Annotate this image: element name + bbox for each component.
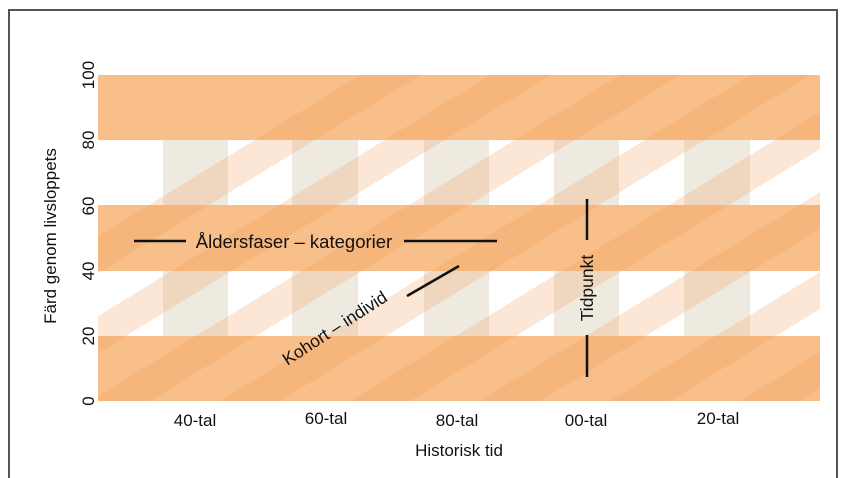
cohort-stripe <box>610 271 820 401</box>
cohort-stripe <box>220 75 811 401</box>
x-tick-label: 80-tal <box>436 411 479 430</box>
x-tick-label: 20-tal <box>697 409 740 428</box>
age-phase-bands <box>98 75 820 401</box>
figure-frame <box>8 9 838 478</box>
x-axis: 40-tal 60-tal 80-tal 00-tal 20-tal Histo… <box>174 409 740 460</box>
y-tick-label: 40 <box>79 262 98 281</box>
y-axis: 0 20 40 60 80 100 Färd genom livsloppets <box>41 61 98 406</box>
x-tick-label: 00-tal <box>565 411 608 430</box>
cohort-stripe <box>350 112 820 401</box>
age-phase-band <box>98 205 820 271</box>
time-point-label: Tidpunkt <box>577 255 597 322</box>
age-phases-annotation: Åldersfaser – kategorier <box>134 231 497 252</box>
age-phase-band <box>98 336 820 401</box>
cohort-stripe <box>740 351 820 401</box>
y-tick-label: 20 <box>79 327 98 346</box>
time-point-annotation: Tidpunkt <box>577 199 597 377</box>
cohort-stripe <box>98 75 681 401</box>
age-phases-label: Åldersfaser – kategorier <box>196 231 392 252</box>
x-axis-label: Historisk tid <box>415 441 503 460</box>
y-tick-label: 100 <box>79 61 98 89</box>
cohort-stripe <box>480 192 820 401</box>
age-phase-band <box>98 75 820 140</box>
y-tick-label: 0 <box>79 396 98 405</box>
y-axis-label: Färd genom livsloppets <box>41 148 60 324</box>
cohort-stripe <box>98 75 421 274</box>
cohort-line <box>406 264 460 298</box>
x-tick-label: 40-tal <box>174 411 217 430</box>
y-tick-label: 80 <box>79 131 98 150</box>
y-tick-label: 60 <box>79 197 98 216</box>
x-tick-label: 60-tal <box>305 409 348 428</box>
cohort-stripe <box>98 75 551 354</box>
